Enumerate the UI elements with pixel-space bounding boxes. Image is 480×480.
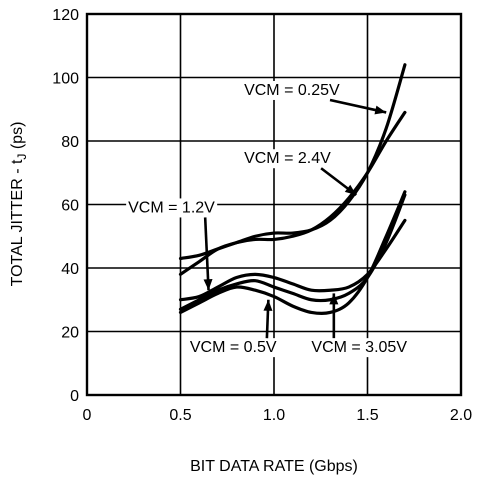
plot-frame bbox=[85, 12, 463, 397]
annotation-arrowhead bbox=[344, 184, 357, 195]
x-tick-label: 1.0 bbox=[263, 407, 285, 424]
y-tick-label: 0 bbox=[70, 388, 79, 405]
y-tick-label: 40 bbox=[61, 261, 79, 278]
y-tick-label: 60 bbox=[61, 198, 79, 215]
annotation-4: VCM = 3.05V bbox=[309, 293, 410, 358]
annotation-label: VCM = 3.05V bbox=[311, 339, 407, 356]
annotation-2: VCM = 1.2V bbox=[126, 198, 218, 291]
y-tick-label: 20 bbox=[61, 325, 79, 342]
series-line-vcm-2-4v bbox=[178, 110, 407, 276]
annotation-0: VCM = 0.25V bbox=[242, 80, 387, 115]
annotation-3: VCM = 0.5V bbox=[187, 299, 279, 358]
annotation-label-bg bbox=[126, 198, 218, 218]
y-tick-label: 100 bbox=[52, 71, 79, 88]
x-tick-label: 1.5 bbox=[356, 407, 378, 424]
annotation-arrowhead bbox=[374, 105, 387, 115]
series-lines bbox=[178, 63, 407, 316]
annotation-label: VCM = 2.4V bbox=[244, 150, 331, 167]
y-axis-title: TOTAL JITTER - tJ (ps) bbox=[9, 122, 29, 287]
annotation-label-bg bbox=[309, 338, 410, 358]
tick-labels: 0 0.5 1.0 1.5 2.0 0 20 40 60 80 100 120 bbox=[52, 7, 472, 424]
annotation-label-bg bbox=[242, 149, 334, 169]
series-annotations: VCM = 0.25V VCM = 2.4V VCM = 1.2V VCM = 0.5… bbox=[126, 80, 410, 358]
annotation-label: VCM = 0.5V bbox=[190, 339, 277, 356]
y-tick-label: 80 bbox=[61, 134, 79, 151]
annotation-arrowhead bbox=[329, 293, 339, 305]
annotation-label-bg bbox=[187, 338, 279, 358]
y-tick-label: 120 bbox=[52, 7, 79, 24]
annotation-arrowhead bbox=[203, 279, 213, 291]
annotation-label-bg bbox=[242, 80, 343, 100]
x-axis-title: BIT DATA RATE (Gbps) bbox=[190, 458, 358, 475]
x-tick-label: 0 bbox=[83, 407, 92, 424]
annotation-arrow bbox=[203, 217, 210, 291]
annotation-label: VCM = 0.25V bbox=[244, 82, 340, 99]
annotation-1: VCM = 2.4V bbox=[242, 149, 358, 197]
x-tick-label: 2.0 bbox=[450, 407, 472, 424]
x-tick-label: 0.5 bbox=[169, 407, 191, 424]
series-line-vcm-3-05v bbox=[178, 193, 407, 311]
annotation-arrowhead bbox=[263, 299, 273, 311]
annotation-label: VCM = 1.2V bbox=[128, 199, 215, 216]
